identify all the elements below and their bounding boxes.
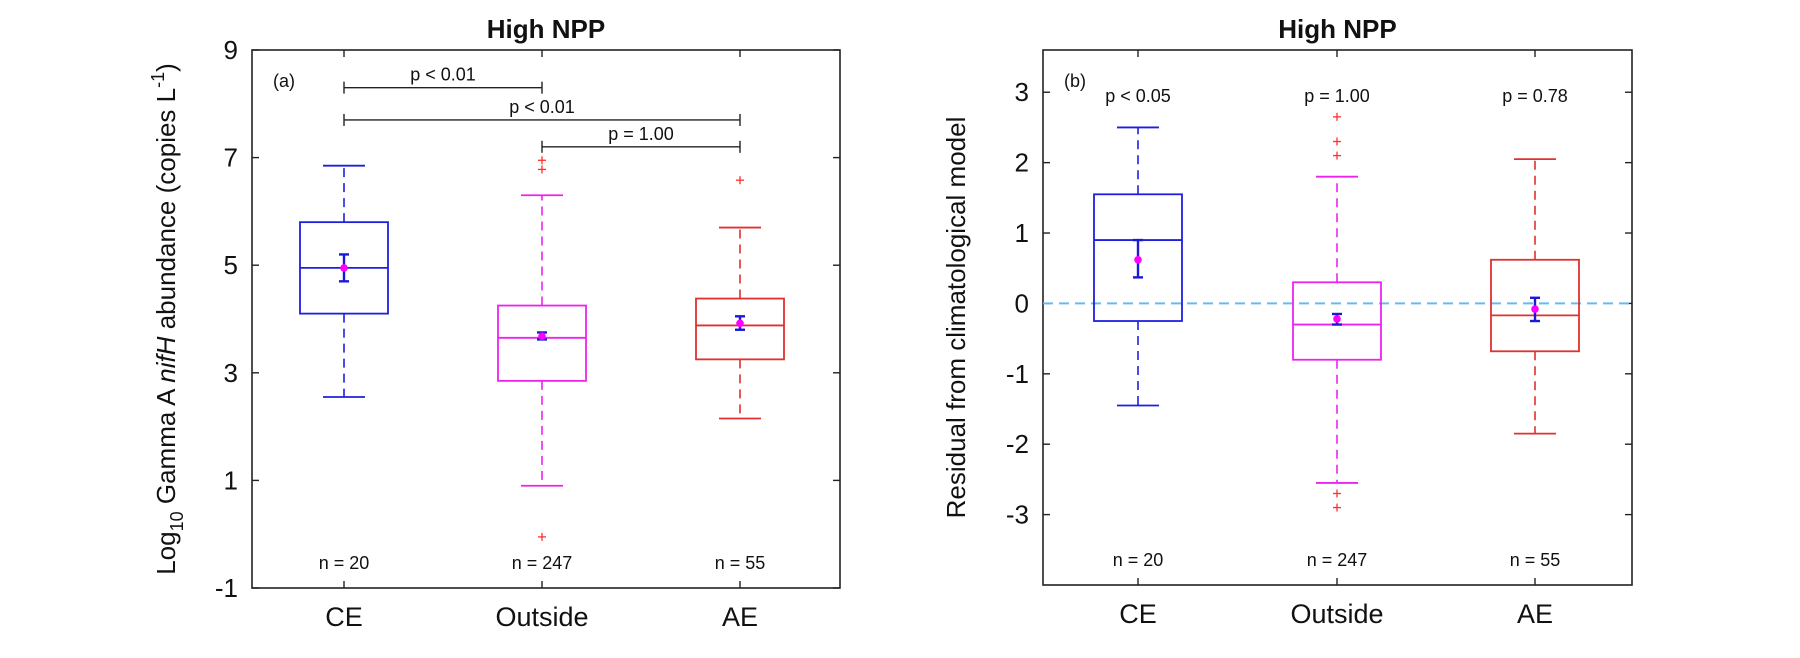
box-outside — [1292, 112, 1382, 512]
y-axis-label-sup: -1 — [148, 72, 168, 88]
iqr-box — [1490, 258, 1580, 353]
significance-bracket: p < 0.01 — [343, 97, 741, 126]
n-label: n = 55 — [715, 553, 766, 573]
y-tick-label: 1 — [224, 465, 238, 495]
mean-marker — [1134, 255, 1142, 264]
x-tick-label: Outside — [1290, 599, 1383, 629]
outlier-marker — [538, 156, 546, 165]
panel-label: (b) — [1064, 71, 1086, 91]
box-ce — [1093, 126, 1183, 407]
y-tick-label: -3 — [1006, 500, 1029, 530]
y-tick-label: 5 — [224, 250, 238, 280]
outlier-marker — [538, 532, 546, 541]
outlier-marker — [736, 176, 744, 185]
iqr-box — [1093, 193, 1183, 322]
n-label: n = 20 — [1113, 550, 1164, 570]
panel-label: (a) — [273, 71, 295, 91]
n-label: n = 247 — [512, 553, 573, 573]
y-axis-label: Residual from climatological model — [941, 117, 971, 519]
y-axis-label-prefix: Log — [151, 531, 181, 574]
box-ae — [695, 176, 785, 420]
mean-marker — [1333, 315, 1341, 323]
panel-b: High NPP -3 -2 -1 0 1 2 3 CE Outside AE (b) Residual… — [941, 14, 1633, 629]
y-tick-label: -2 — [1006, 429, 1029, 459]
x-tick-label: CE — [1119, 599, 1157, 629]
n-label: n = 247 — [1307, 550, 1368, 570]
outlier-marker — [1333, 151, 1341, 160]
y-tick-label: 2 — [1015, 148, 1029, 178]
outlier-marker — [538, 165, 546, 174]
significance-bracket: p = 1.00 — [541, 124, 741, 153]
y-tick-label: 3 — [224, 358, 238, 388]
n-label: n = 55 — [1510, 550, 1561, 570]
n-label: n = 20 — [319, 553, 370, 573]
box-ae — [1490, 158, 1580, 435]
box-ce — [299, 164, 389, 398]
iqr-box — [1292, 281, 1382, 361]
mean-marker — [1531, 305, 1539, 313]
x-tick-label: Outside — [495, 602, 588, 632]
mean-marker — [538, 332, 546, 341]
significance-label: p < 0.01 — [410, 65, 476, 85]
significance-label: p = 1.00 — [608, 124, 674, 144]
chart-title: High NPP — [487, 14, 605, 44]
y-tick-label: 3 — [1015, 77, 1029, 107]
significance-bracket: p < 0.01 — [343, 65, 543, 94]
outlier-marker — [1333, 112, 1341, 121]
y-axis-label: Log10 Gamma A nifH abundance (copies L-1… — [148, 63, 187, 575]
p-value-label: p = 1.00 — [1304, 86, 1370, 106]
plot-frame — [251, 49, 841, 589]
y-axis-label-rest: abundance (copies L — [151, 88, 181, 337]
outlier-marker — [1333, 503, 1341, 512]
y-tick-label: 1 — [1015, 218, 1029, 248]
box-outside — [497, 156, 587, 541]
y-axis-label-italic: nifH — [151, 336, 181, 382]
y-tick-label: 7 — [224, 143, 238, 173]
y-axis-label-sub: 10 — [167, 511, 187, 531]
y-axis-label-middle: Gamma A — [151, 383, 181, 512]
p-value-label: p < 0.05 — [1105, 86, 1171, 106]
p-value-label: p = 0.78 — [1502, 86, 1568, 106]
outlier-marker — [1333, 489, 1341, 498]
y-axis-label-close: ) — [151, 63, 181, 72]
significance-label: p < 0.01 — [509, 97, 575, 117]
y-axis-label-text: Residual from climatological model — [941, 117, 971, 519]
chart-title: High NPP — [1278, 14, 1396, 44]
y-tick-label: 0 — [1015, 288, 1029, 318]
mean-marker — [736, 319, 744, 328]
y-tick-label: -1 — [215, 573, 238, 603]
mean-marker — [340, 264, 348, 272]
iqr-box — [695, 297, 785, 361]
x-tick-label: AE — [1517, 599, 1553, 629]
panel-a: High NPP -1 1 3 5 7 9 CE Outside AE (a) Log10 Gamma… — [148, 14, 841, 632]
iqr-box — [497, 304, 587, 382]
outlier-marker — [1333, 137, 1341, 146]
y-tick-label: 9 — [224, 35, 238, 65]
y-tick-label: -1 — [1006, 359, 1029, 389]
x-tick-label: CE — [325, 602, 363, 632]
x-tick-label: AE — [722, 602, 758, 632]
